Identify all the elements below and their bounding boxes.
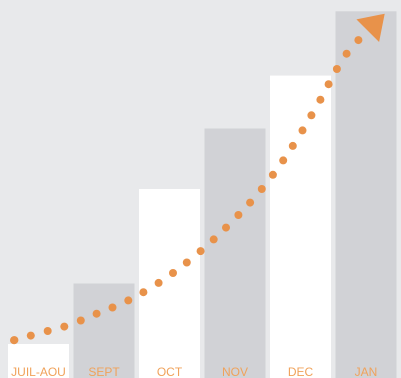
trend-dot-9 — [139, 288, 148, 297]
trend-dot-21 — [288, 141, 297, 150]
bar-sept — [73, 283, 135, 378]
bar-dec — [270, 75, 331, 378]
trend-dot-16 — [234, 211, 243, 219]
category-labels-group: JUIL-AOU SEPT OCT NOV DEC JAN — [11, 365, 377, 378]
trend-dot-20 — [279, 156, 288, 165]
category-label-sept: SEPT — [88, 365, 120, 378]
trend-dot-27 — [342, 49, 351, 58]
trend-curve-group — [10, 13, 385, 345]
trend-dot-1 — [10, 336, 19, 345]
bar-nov — [204, 128, 266, 378]
trend-dot-26 — [332, 65, 341, 73]
trend-dot-15 — [222, 223, 230, 232]
bar-oct — [139, 189, 200, 378]
trend-dot-5 — [76, 316, 85, 325]
trend-dot-24 — [316, 95, 325, 104]
trend-dot-8 — [124, 296, 133, 305]
trend-dot-13 — [196, 247, 205, 256]
category-label-nov: NOV — [222, 365, 248, 378]
trend-dot-7 — [108, 303, 117, 312]
category-label-jan: JAN — [355, 365, 378, 378]
bars-group — [8, 11, 397, 378]
category-label-oct: OCT — [157, 365, 183, 378]
trend-dot-25 — [324, 80, 333, 89]
trend-dot-17 — [246, 198, 255, 207]
category-label-juil-aou: JUIL-AOU — [11, 365, 66, 378]
category-label-dec: DEC — [288, 365, 314, 378]
trend-dot-18 — [257, 185, 266, 193]
trend-arrowhead — [356, 13, 385, 42]
trend-dot-2 — [26, 331, 35, 340]
trend-dot-11 — [169, 269, 177, 277]
trend-dot-19 — [268, 170, 277, 179]
trend-dot-22 — [298, 126, 307, 135]
trend-dot-10 — [154, 278, 163, 287]
trend-dot-6 — [92, 309, 101, 318]
trend-dot-12 — [182, 258, 191, 267]
trend-dot-4 — [60, 322, 69, 331]
trend-dot-3 — [43, 327, 52, 335]
trend-dot-14 — [209, 235, 218, 244]
bar-jan — [335, 11, 397, 378]
trend-dot-23 — [307, 111, 316, 120]
trend-dot-28 — [354, 36, 363, 45]
bar-juil-aou — [8, 344, 69, 378]
